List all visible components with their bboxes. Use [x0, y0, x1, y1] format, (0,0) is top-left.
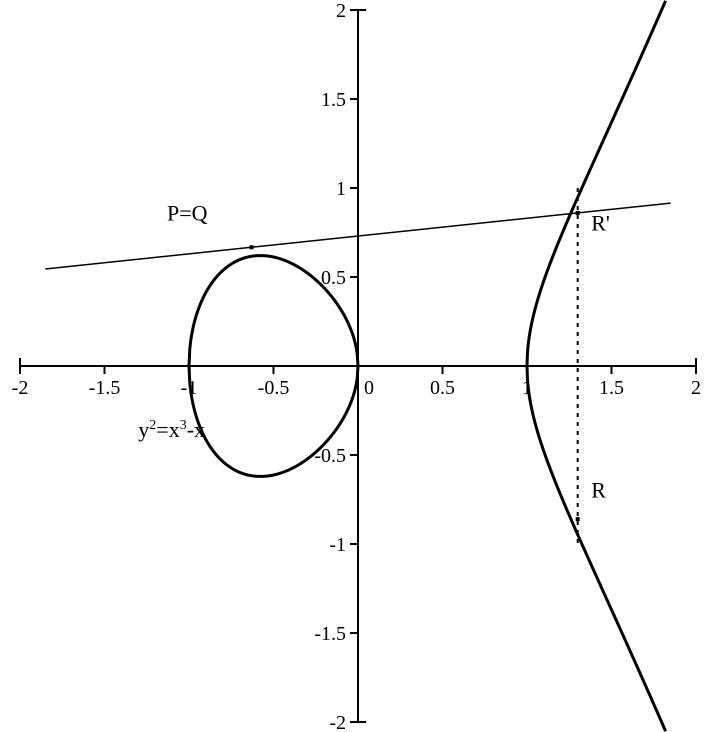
y-tick-label: -1.5: [314, 623, 346, 645]
y-tick-label: -1: [329, 534, 346, 556]
point-R: [576, 517, 580, 521]
x-tick-label: -1.5: [89, 377, 121, 399]
y-tick-label: 1: [336, 178, 346, 200]
y-tick-label: 0.5: [321, 267, 346, 289]
x-tick-label: 0.5: [430, 377, 455, 399]
point-label-R: R: [591, 478, 606, 503]
x-tick-label: 0: [364, 377, 374, 399]
point-label-P: P=Q: [167, 201, 208, 226]
point-label-Rprime: R': [591, 211, 610, 236]
point-Rprime: [576, 211, 580, 215]
x-tick-label: -2: [12, 377, 29, 399]
point-P: [250, 245, 254, 249]
x-tick-label: -0.5: [258, 377, 290, 399]
x-tick-label: 1.5: [599, 377, 624, 399]
y-tick-label: 1.5: [321, 89, 346, 111]
elliptic-curve-chart: -2-1.5-1-0.500.511.52-2-1.5-1-0.50.511.5…: [0, 0, 716, 732]
x-tick-label: 2: [691, 377, 701, 399]
y-tick-label: 2: [336, 0, 346, 22]
y-tick-label: -2: [329, 712, 346, 732]
equation-label: y2=x3-x: [138, 417, 205, 442]
